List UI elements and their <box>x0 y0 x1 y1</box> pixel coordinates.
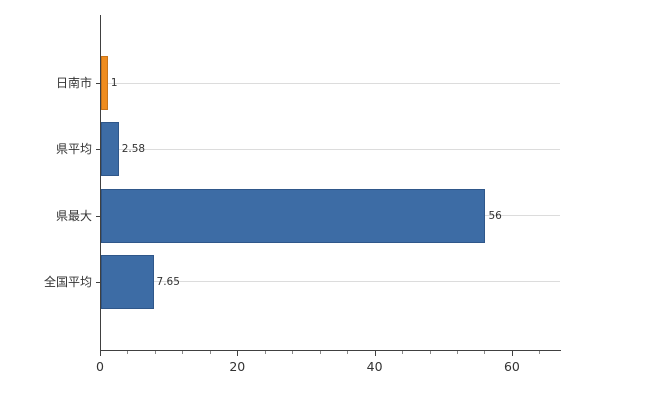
y-tick <box>96 149 100 151</box>
bar <box>101 122 119 177</box>
y-tick <box>96 281 100 283</box>
y-axis <box>100 15 101 350</box>
gridline <box>101 281 560 283</box>
x-minor-tick <box>347 351 349 354</box>
x-minor-tick <box>264 351 266 354</box>
category-label: 全国平均 <box>43 274 92 289</box>
x-tick <box>100 351 101 356</box>
x-tick <box>237 351 239 356</box>
x-axis <box>100 350 561 351</box>
x-minor-tick <box>154 351 156 354</box>
x-minor-tick <box>209 351 211 354</box>
x-minor-tick <box>319 351 321 354</box>
bar-value-label: 2.58 <box>121 143 146 156</box>
bar-value-label: 56 <box>488 209 502 222</box>
category-label: 県平均 <box>55 142 92 157</box>
x-minor-tick <box>457 351 458 354</box>
x-minor-tick <box>292 351 294 354</box>
bar-value-label: 7.65 <box>156 275 180 288</box>
x-minor-tick <box>484 351 486 354</box>
x-minor-tick <box>127 351 129 354</box>
x-minor-tick <box>539 351 541 354</box>
category-label: 日南市 <box>55 76 92 91</box>
x-tick-label: 0 <box>96 359 104 374</box>
x-tick <box>374 351 376 356</box>
category-label: 県最大 <box>55 208 92 223</box>
x-minor-tick <box>182 351 184 354</box>
y-tick <box>96 215 100 217</box>
gridline <box>101 82 560 84</box>
x-tick-label: 60 <box>503 359 520 374</box>
bar <box>101 56 108 111</box>
y-tick <box>96 83 100 85</box>
bar <box>101 254 154 309</box>
gridline <box>101 148 560 150</box>
x-tick-label: 40 <box>366 359 383 374</box>
x-tick <box>511 351 513 356</box>
x-minor-tick <box>429 351 431 354</box>
x-tick-label: 20 <box>229 359 246 374</box>
bar <box>101 188 486 243</box>
x-minor-tick <box>402 351 404 354</box>
bar-value-label: 1 <box>110 77 118 90</box>
